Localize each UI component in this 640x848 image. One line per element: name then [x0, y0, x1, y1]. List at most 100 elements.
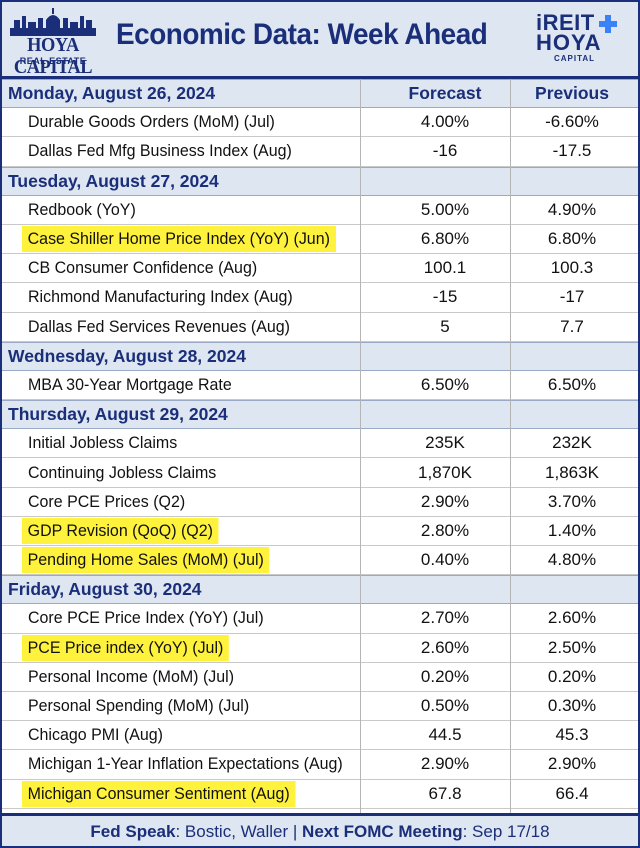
event-name: Core PCE Price Index (YoY) (Jul)	[28, 608, 264, 628]
forecast-value: -16	[432, 141, 458, 161]
event-name: MBA 30-Year Mortgage Rate	[28, 374, 232, 394]
highlighted-event-name: Michigan Consumer Sentiment (Aug)	[22, 780, 296, 807]
page-title: Economic Data: Week Ahead	[116, 18, 488, 51]
previous-value: 2.60%	[547, 608, 597, 628]
header-bar: HOYA CAPITAL REAL ESTATE Economic Data: …	[0, 0, 640, 79]
day-header-row: Monday, August 26, 2024 Forecast Previous	[0, 79, 640, 109]
event-name: Durable Goods Orders (MoM) (Jul)	[28, 112, 275, 132]
next-fomc-label: Next FOMC Meeting	[302, 822, 463, 841]
economic-data-table: Monday, August 26, 2024 Forecast Previous D…	[0, 79, 640, 809]
table-row: Richmond Manufacturing Index (Aug) -15 -17	[0, 283, 640, 313]
day-label: Friday, August 30, 2024	[8, 579, 202, 600]
event-name: Personal Spending (MoM) (Jul)	[28, 696, 250, 716]
table-row: Durable Goods Orders (MoM) (Jul) 4.00% -6.…	[0, 108, 640, 138]
table-row: GDP Revision (QoQ) (Q2) 2.80% 1.40%	[0, 517, 640, 546]
hoya-capital-logo: HOYA CAPITAL REAL ESTATE	[6, 6, 100, 78]
forecast-value: 1,870K	[418, 462, 472, 482]
previous-value: 1,863K	[545, 462, 599, 482]
forecast-value: 0.40%	[420, 550, 470, 570]
previous-value: 2.90%	[547, 754, 597, 774]
forecast-value: 6.80%	[420, 229, 470, 249]
event-name: Chicago PMI (Aug)	[28, 725, 164, 745]
previous-value: 1.40%	[547, 520, 597, 540]
logo-capital-text: CAPITAL	[554, 54, 596, 63]
logo-hoya-text: HOYA	[536, 30, 602, 55]
table-row: MBA 30-Year Mortgage Rate 6.50% 6.50%	[0, 371, 640, 401]
day-header-row: Thursday, August 29, 2024	[0, 400, 640, 430]
capitol-skyline-icon	[10, 8, 96, 36]
ireit-hoya-logo: iREIT HOYA CAPITAL	[532, 10, 636, 70]
forecast-value: 5	[440, 316, 450, 336]
logo-brand-text: HOYA CAPITAL	[13, 34, 93, 78]
previous-value: 232K	[552, 433, 592, 453]
logo-brand-subtext: REAL ESTATE	[19, 56, 87, 66]
previous-value: 6.50%	[547, 374, 597, 394]
previous-value: -17.5	[552, 141, 592, 161]
table-row: Redbook (YoY) 5.00% 4.90%	[0, 196, 640, 225]
forecast-value: 5.00%	[420, 199, 470, 219]
table-row: Dallas Fed Mfg Business Index (Aug) -16 -1…	[0, 137, 640, 167]
event-name: Core PCE Prices (Q2)	[28, 491, 186, 511]
table-row: Core PCE Price Index (YoY) (Jul) 2.70% 2.6…	[0, 604, 640, 634]
forecast-column-header: Forecast	[408, 83, 482, 104]
forecast-value: 2.80%	[420, 520, 470, 540]
table-row: Personal Income (MoM) (Jul) 0.20% 0.20%	[0, 663, 640, 692]
next-fomc-value: : Sep 17/18	[462, 822, 550, 841]
previous-value: -6.60%	[545, 112, 599, 132]
highlighted-event-name: Pending Home Sales (MoM) (Jul)	[22, 547, 270, 573]
forecast-value: 67.8	[428, 783, 462, 803]
event-name: Redbook (YoY)	[28, 199, 136, 219]
event-name: Richmond Manufacturing Index (Aug)	[28, 287, 293, 307]
table-row: Michigan Consumer Sentiment (Aug) 67.8 66.…	[0, 780, 640, 809]
previous-value: 66.4	[555, 783, 589, 803]
forecast-value: 0.20%	[420, 666, 470, 686]
day-header-row: Wednesday, August 28, 2024	[0, 341, 640, 371]
table-row: Continuing Jobless Claims 1,870K 1,863K	[0, 458, 640, 488]
previous-value: 0.20%	[547, 666, 597, 686]
table-row: Core PCE Prices (Q2) 2.90% 3.70%	[0, 488, 640, 517]
forecast-value: 0.50%	[420, 696, 470, 716]
forecast-value: 2.90%	[420, 754, 470, 774]
table-row: Initial Jobless Claims 235K 232K	[0, 429, 640, 459]
table-row: PCE Price index (YoY) (Jul) 2.60% 2.50%	[0, 634, 640, 663]
medical-cross-icon	[599, 15, 617, 33]
table-row: Personal Spending (MoM) (Jul) 0.50% 0.30%	[0, 692, 640, 722]
table-row: Case Shiller Home Price Index (YoY) (Jun…	[0, 225, 640, 255]
table-row: Michigan 1-Year Inflation Expectations (…	[0, 750, 640, 780]
highlighted-event-name: PCE Price index (YoY) (Jul)	[22, 634, 229, 661]
previous-value: 0.30%	[547, 696, 597, 716]
previous-value: 3.70%	[547, 491, 597, 511]
column-divider	[360, 79, 361, 813]
event-name: Michigan 1-Year Inflation Expectations (…	[28, 754, 343, 774]
forecast-value: 235K	[425, 433, 465, 453]
table-row: Pending Home Sales (MoM) (Jul) 0.40% 4.80%	[0, 546, 640, 576]
previous-value: 6.80%	[547, 229, 597, 249]
fed-speak-label: Fed Speak	[90, 822, 176, 841]
event-name: Dallas Fed Services Revenues (Aug)	[28, 316, 291, 336]
event-name: CB Consumer Confidence (Aug)	[28, 258, 258, 278]
day-header-row: Friday, August 30, 2024	[0, 575, 640, 605]
table-row: Dallas Fed Services Revenues (Aug) 5 7.7	[0, 313, 640, 342]
day-label: Tuesday, August 27, 2024	[8, 170, 219, 191]
forecast-value: 44.5	[428, 725, 462, 745]
forecast-value: 2.90%	[420, 491, 470, 511]
table-row: Chicago PMI (Aug) 44.5 45.3	[0, 721, 640, 751]
highlighted-event-name: GDP Revision (QoQ) (Q2)	[22, 517, 219, 544]
fed-speak-value: : Bostic, Waller |	[175, 822, 303, 841]
event-name: Personal Income (MoM) (Jul)	[28, 666, 235, 686]
forecast-value: 2.60%	[420, 637, 470, 657]
forecast-value: 2.70%	[420, 608, 470, 628]
event-name: Continuing Jobless Claims	[28, 462, 217, 482]
logo-ireit-text: iREIT	[536, 10, 595, 35]
day-label: Wednesday, August 28, 2024	[8, 345, 246, 366]
day-label: Thursday, August 29, 2024	[8, 404, 228, 425]
previous-value: -17	[559, 287, 585, 307]
footer-bar: Fed Speak: Bostic, Waller | Next FOMC Me…	[0, 813, 640, 848]
previous-value: 45.3	[555, 725, 589, 745]
event-name: Dallas Fed Mfg Business Index (Aug)	[28, 141, 292, 161]
highlighted-event-name: Case Shiller Home Price Index (YoY) (Jun…	[22, 225, 336, 252]
previous-value: 7.7	[560, 316, 584, 336]
previous-value: 4.90%	[547, 199, 597, 219]
previous-value: 2.50%	[547, 637, 597, 657]
